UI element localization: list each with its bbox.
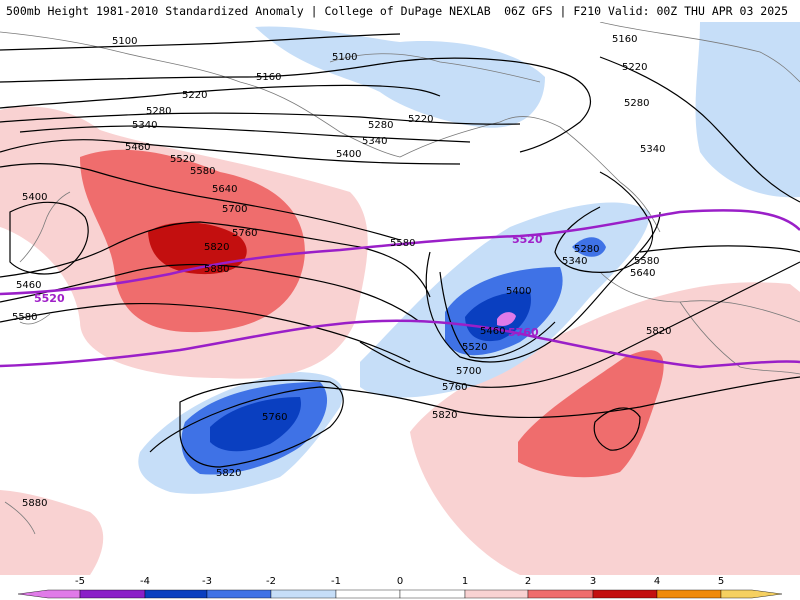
contour-label-5760: 5760 [232,228,257,239]
colorbar-swatches [17,589,783,599]
contour-label-5400-b: 5400 [336,149,361,160]
map-header: 500mb Height 1981-2010 Standardized Anom… [0,0,800,22]
contour-labels: 5100 5100 5160 5160 5220 5220 5220 5280 … [12,34,671,509]
contour-label-5460-c: 5460 [480,326,505,337]
colorbar-swatch-pos1 [464,589,529,599]
contour-label-5280-b: 5280 [368,120,393,131]
contour-label-5220-c: 5220 [408,114,433,125]
contour-label-5640-b: 5640 [630,268,655,279]
contour-label-5880: 5880 [204,264,229,275]
positive-anomaly-strong [148,222,247,275]
colorbar-swatch-pos4 [656,589,722,599]
colorbar-swatch-neg4 [79,589,146,599]
contour-label-5340-c: 5340 [640,144,665,155]
highlight-label-5760: 5760 [508,326,539,339]
contour-label-5820-d: 5820 [216,468,241,479]
contour-label-5280-c: 5280 [624,98,649,109]
contour-label-5880-b: 5880 [22,498,47,509]
colorbar-tick-neg1: -1 [331,576,341,587]
colorbar-swatch-pos2 [527,589,594,599]
colorbar-swatch-pos5 [720,589,783,599]
contour-label-5580-d: 5580 [634,256,659,267]
contour-label-5520-b: 5520 [462,342,487,353]
map-title: 500mb Height 1981-2010 Standardized Anom… [6,4,491,18]
colorbar-tick-neg2: -2 [266,576,276,587]
colorbar-tick-1: 1 [462,576,468,587]
colorbar-swatch-neg1 [270,589,337,599]
model-run-info: 06Z GFS | F210 Valid: 00Z THU APR 03 202… [504,4,788,18]
contour-label-5220-b: 5220 [622,62,647,73]
colorbar-swatch-neg5 [17,589,81,599]
negative-anomaly-extreme [497,312,516,326]
colorbar-swatch-zero-high [399,589,466,599]
contour-label-5280-d: 5280 [574,244,599,255]
contour-label-5760-c: 5760 [262,412,287,423]
contour-label-5280: 5280 [146,106,171,117]
colorbar-tick-4: 4 [654,576,660,587]
contour-label-5760-b: 5760 [442,382,467,393]
contour-label-5820-c: 5820 [646,326,671,337]
contour-label-5580-b: 5580 [390,238,415,249]
contour-label-5100: 5100 [112,36,137,47]
contour-label-5820-b: 5820 [432,410,457,421]
colorbar-swatch-neg3 [144,589,208,599]
anomaly-map: 5100 5100 5160 5160 5220 5220 5220 5280 … [0,22,800,575]
contour-label-5400: 5400 [22,192,47,203]
colorbar-tick-2: 2 [525,576,531,587]
coastlines [0,22,800,535]
highlight-contour-labels: 5520 5520 5760 [34,233,543,339]
contour-label-5160: 5160 [256,72,281,83]
highlight-label-5520: 5520 [34,292,65,305]
contour-label-5820: 5820 [204,242,229,253]
highlight-contours [0,209,800,369]
colorbar-tick-5: 5 [718,576,724,587]
colorbar-swatch-zero-low [335,589,401,599]
colorbar-tick-labels: -5 -4 -3 -2 -1 0 1 2 3 4 5 [75,576,724,587]
contour-label-5580-c: 5580 [12,312,37,323]
contour-label-5700-b: 5700 [456,366,481,377]
colorbar-swatch-pos3 [592,589,658,599]
contour-label-5700: 5700 [222,204,247,215]
contour-label-5100-b: 5100 [332,52,357,63]
contour-label-5400-c: 5400 [506,286,531,297]
contour-label-5160-b: 5160 [612,34,637,45]
contour-label-5340: 5340 [132,120,157,131]
contour-label-5640: 5640 [212,184,237,195]
contour-label-5340-d: 5340 [562,256,587,267]
contour-label-5460-b: 5460 [16,280,41,291]
colorbar-tick-0: 0 [397,576,403,587]
contour-label-5220: 5220 [182,90,207,101]
highlight-label-5520-b: 5520 [512,233,543,246]
colorbar-swatch-neg2 [206,589,272,599]
contour-label-5460: 5460 [125,142,150,153]
contour-label-5520: 5520 [170,154,195,165]
colorbar-tick-neg3: -3 [202,576,212,587]
contour-label-5580: 5580 [190,166,215,177]
height-contours [0,33,800,468]
colorbar-tick-3: 3 [590,576,596,587]
negative-anomaly-strong [210,291,531,452]
colorbar-tick-neg5: -5 [75,576,85,587]
contour-label-5340-b: 5340 [362,136,387,147]
colorbar: -5 -4 -3 -2 -1 0 1 2 3 4 5 [17,576,783,599]
colorbar-tick-neg4: -4 [140,576,150,587]
